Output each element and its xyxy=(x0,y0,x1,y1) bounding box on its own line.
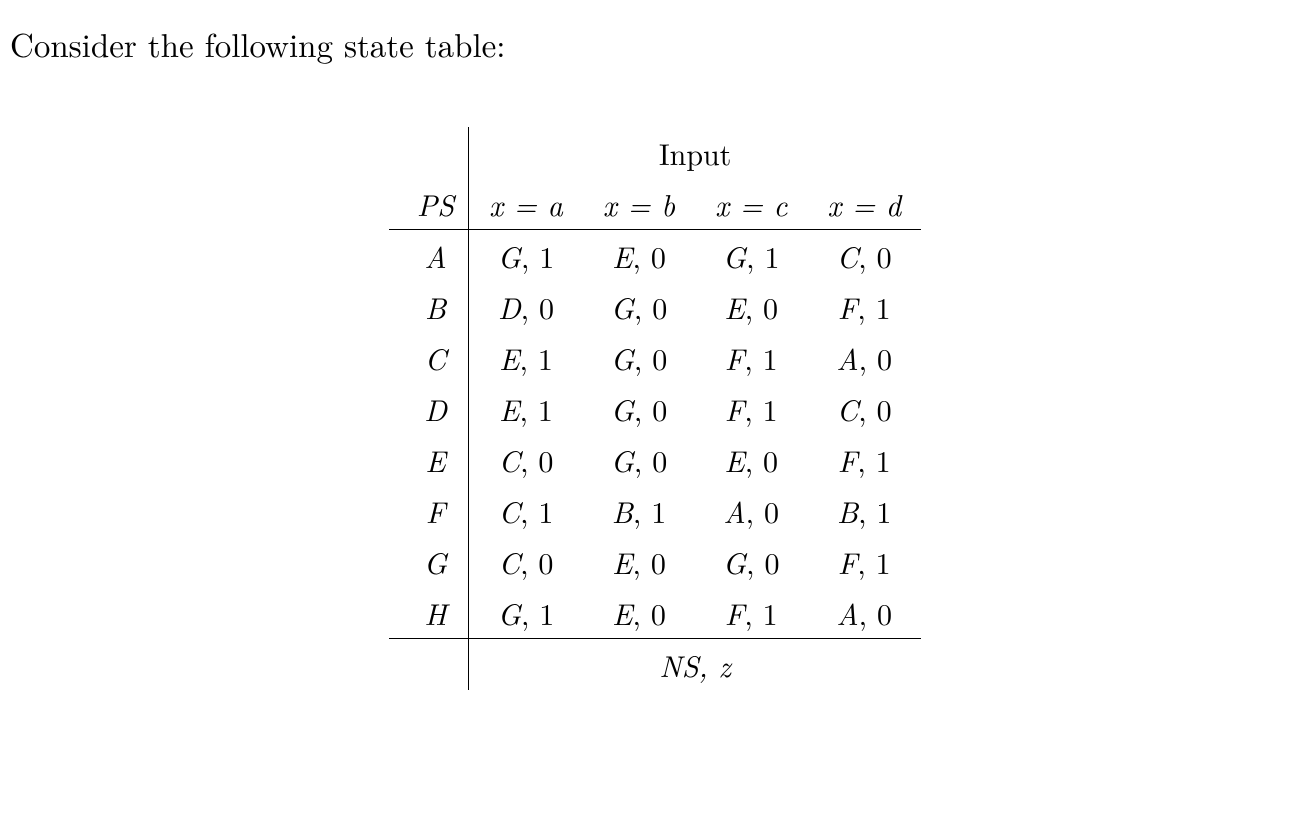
table-header-row: PS x = a x = b x = c x = d xyxy=(389,178,921,230)
table-cell: C, 0 xyxy=(469,536,583,587)
table-cell: C, 0 xyxy=(807,230,921,282)
state-label: E xyxy=(389,434,469,485)
table-cell: C, 0 xyxy=(807,383,921,434)
col-head-c: x = c xyxy=(695,178,807,230)
table-cell: F, 1 xyxy=(807,434,921,485)
state-table: Input PS x = a x = b x = c x = d AG, 1E,… xyxy=(389,127,921,690)
table-cell: B, 1 xyxy=(807,485,921,536)
table-cell: G, 0 xyxy=(583,434,695,485)
table-cell: E, 1 xyxy=(469,332,583,383)
ps-header: PS xyxy=(389,178,469,230)
table-cell: C, 0 xyxy=(469,434,583,485)
prompt-text: Consider the following state table: xyxy=(10,20,1300,67)
state-label: C xyxy=(389,332,469,383)
table-cell: A, 0 xyxy=(807,332,921,383)
table-cell: A, 0 xyxy=(695,485,807,536)
table-cell: G, 1 xyxy=(469,230,583,282)
state-label: A xyxy=(389,230,469,282)
table-cell: F, 1 xyxy=(807,281,921,332)
footer-empty xyxy=(389,639,469,691)
footer-label: NS, z xyxy=(469,639,921,691)
state-label: G xyxy=(389,536,469,587)
col-head-b: x = b xyxy=(583,178,695,230)
table-cell: E, 0 xyxy=(695,434,807,485)
empty-corner xyxy=(389,127,469,178)
table-cell: A, 0 xyxy=(807,587,921,639)
state-label: D xyxy=(389,383,469,434)
state-table-container: Input PS x = a x = b x = c x = d AG, 1E,… xyxy=(10,127,1300,690)
table-cell: E, 0 xyxy=(695,281,807,332)
state-label: H xyxy=(389,587,469,639)
table-cell: F, 1 xyxy=(807,536,921,587)
state-label: B xyxy=(389,281,469,332)
table-row: AG, 1E, 0G, 1C, 0 xyxy=(389,230,921,282)
table-row: EC, 0G, 0E, 0F, 1 xyxy=(389,434,921,485)
table-cell: E, 1 xyxy=(469,383,583,434)
table-footer-row: NS, z xyxy=(389,639,921,691)
table-cell: F, 1 xyxy=(695,587,807,639)
table-row: DE, 1G, 0F, 1C, 0 xyxy=(389,383,921,434)
table-body: AG, 1E, 0G, 1C, 0BD, 0G, 0E, 0F, 1CE, 1G… xyxy=(389,230,921,639)
table-row: BD, 0G, 0E, 0F, 1 xyxy=(389,281,921,332)
table-row: HG, 1E, 0F, 1A, 0 xyxy=(389,587,921,639)
table-cell: D, 0 xyxy=(469,281,583,332)
table-cell: F, 1 xyxy=(695,383,807,434)
table-row: GC, 0E, 0G, 0F, 1 xyxy=(389,536,921,587)
table-cell: G, 0 xyxy=(583,383,695,434)
table-cell: F, 1 xyxy=(695,332,807,383)
table-cell: G, 0 xyxy=(583,281,695,332)
table-cell: C, 1 xyxy=(469,485,583,536)
table-cell: B, 1 xyxy=(583,485,695,536)
col-head-a: x = a xyxy=(469,178,583,230)
state-label: F xyxy=(389,485,469,536)
table-row: CE, 1G, 0F, 1A, 0 xyxy=(389,332,921,383)
table-row: FC, 1B, 1A, 0B, 1 xyxy=(389,485,921,536)
table-cell: G, 1 xyxy=(695,230,807,282)
table-super-header-row: Input xyxy=(389,127,921,178)
table-cell: E, 0 xyxy=(583,587,695,639)
table-cell: E, 0 xyxy=(583,536,695,587)
table-cell: G, 0 xyxy=(583,332,695,383)
table-cell: E, 0 xyxy=(583,230,695,282)
table-cell: G, 0 xyxy=(695,536,807,587)
input-header: Input xyxy=(469,127,921,178)
table-cell: G, 1 xyxy=(469,587,583,639)
col-head-d: x = d xyxy=(807,178,921,230)
